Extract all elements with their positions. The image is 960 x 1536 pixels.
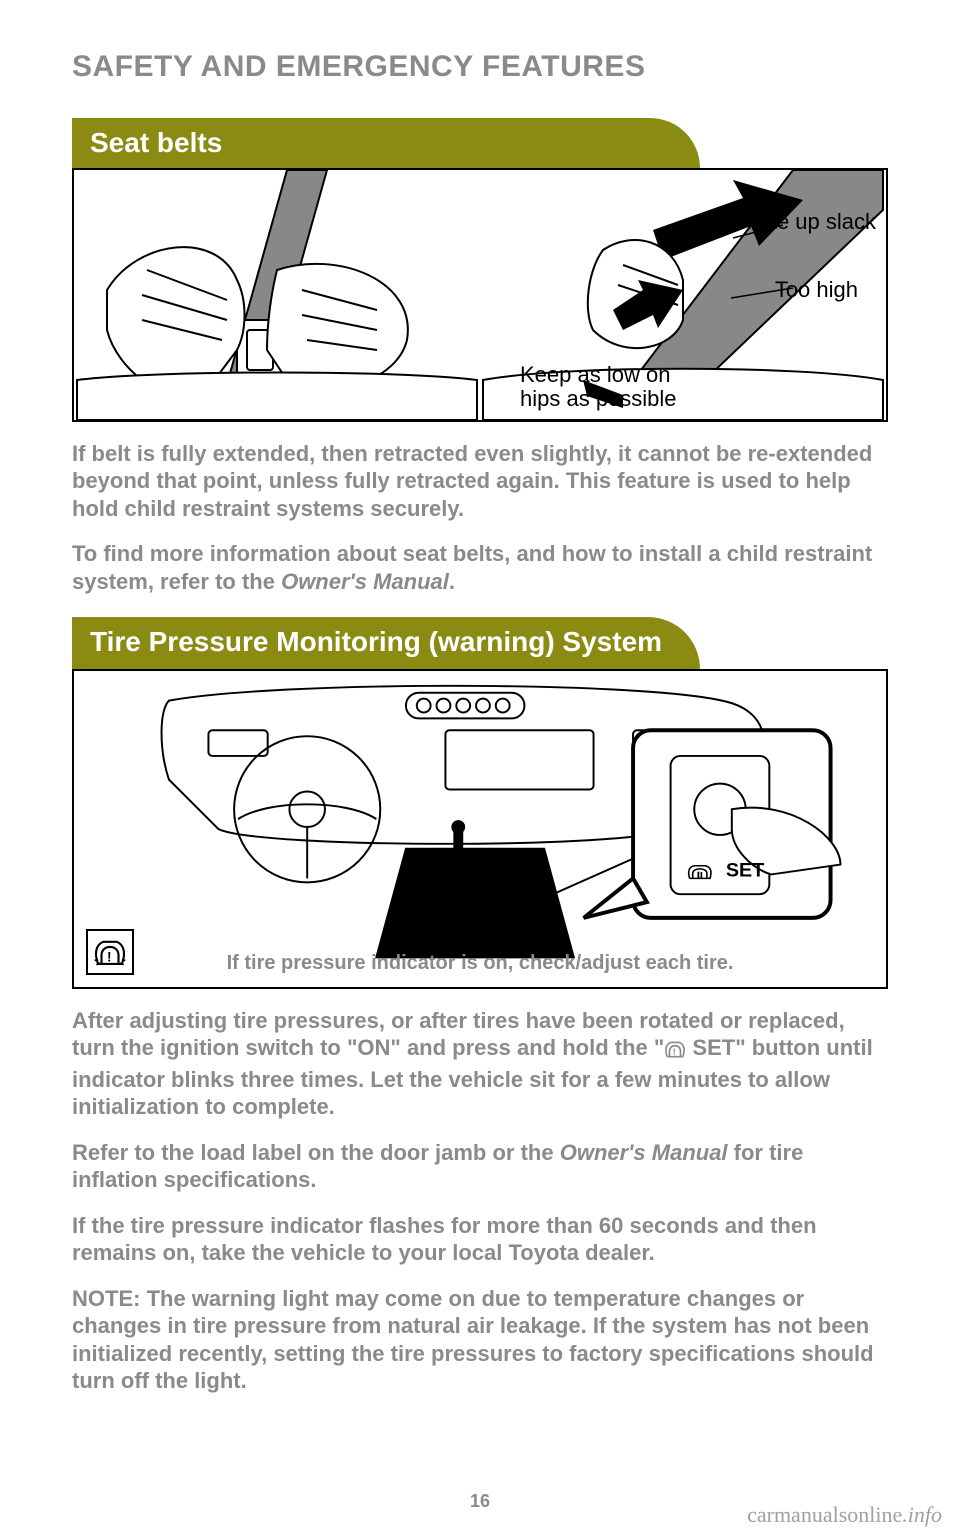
seatbelt-para2-post: . <box>449 569 455 594</box>
seatbelt-para2-em: Owner's Manual <box>281 569 449 594</box>
tpms-note-label: NOTE: <box>72 1286 147 1311</box>
tpms-para2-em: Owner's Manual <box>560 1140 728 1165</box>
tpms-inline-icon: ! <box>664 1038 686 1066</box>
page-header: SAFETY AND EMERGENCY FEATURES <box>72 50 888 84</box>
svg-text:SET: SET <box>726 859 764 881</box>
seatbelt-left-svg <box>74 170 480 420</box>
tpms-caption: If tire pressure indicator is on, check/… <box>74 952 886 975</box>
tpms-note-body: The warning light may come on due to tem… <box>72 1286 874 1394</box>
tpms-para3: If the tire pressure indicator flashes f… <box>72 1212 888 1267</box>
svg-text:!: ! <box>673 1047 676 1057</box>
svg-text:!: ! <box>697 869 700 879</box>
tpms-note: NOTE: The warning light may come on due … <box>72 1285 888 1395</box>
section-header-tpms: Tire Pressure Monitoring (warning) Syste… <box>72 617 700 669</box>
seatbelt-para1: If belt is fully extended, then retracte… <box>72 440 888 523</box>
tpms-dashboard-svg: SET ! <box>74 671 886 987</box>
seatbelt-illustration-right: Take up slack Too high Keep as low on hi… <box>480 170 886 420</box>
section-header-seatbelts: Seat belts <box>72 118 700 168</box>
tpms-para2: Refer to the load label on the door jamb… <box>72 1139 888 1194</box>
seatbelt-para2: To find more information about seat belt… <box>72 540 888 595</box>
tpms-para1: After adjusting tire pressures, or after… <box>72 1007 888 1121</box>
watermark: carmanualsonline.info <box>747 1502 942 1528</box>
label-leaders <box>480 170 886 420</box>
tpms-para2-pre: Refer to the load label on the door jamb… <box>72 1140 560 1165</box>
seatbelt-illustration-left <box>74 170 480 420</box>
figure-seatbelts: Take up slack Too high Keep as low on hi… <box>72 168 888 422</box>
figure-tpms: SET ! ! If tire pressure indicator is on… <box>72 669 888 989</box>
seatbelt-para2-pre: To find more information about seat belt… <box>72 541 872 594</box>
manual-page: SAFETY AND EMERGENCY FEATURES Seat belts <box>0 0 960 1536</box>
watermark-suffix: .info <box>902 1502 942 1527</box>
watermark-brand: carmanualsonline <box>747 1502 902 1527</box>
